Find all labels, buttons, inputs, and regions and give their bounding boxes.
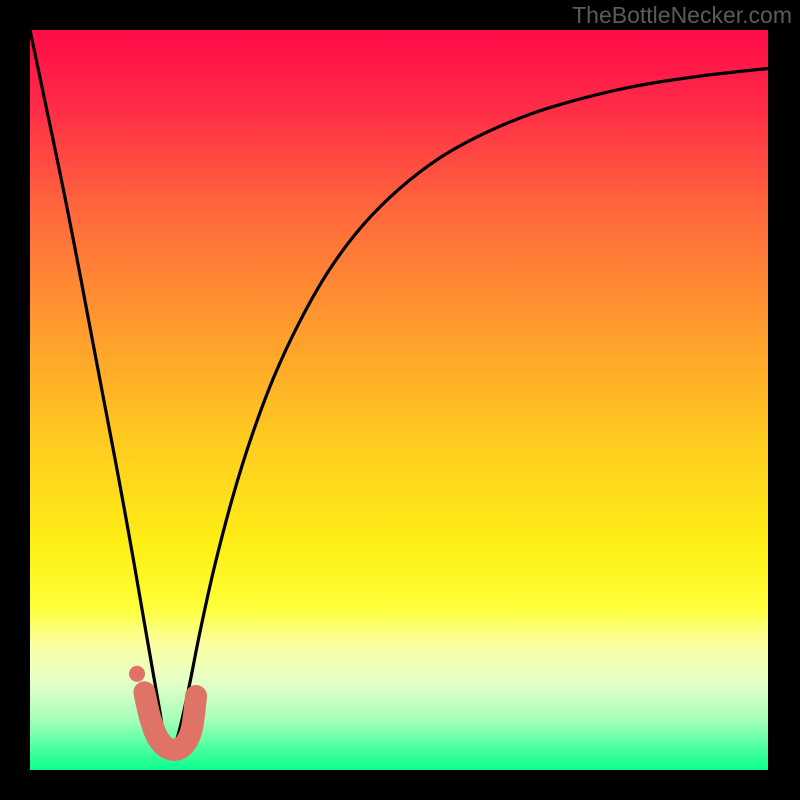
watermark-text: TheBottleNecker.com	[572, 2, 792, 29]
plot-background	[30, 30, 768, 770]
chart-container: { "watermark": "TheBottleNecker.com", "w…	[0, 0, 800, 800]
bottleneck-chart	[0, 0, 800, 800]
highlight-dot	[129, 666, 145, 682]
